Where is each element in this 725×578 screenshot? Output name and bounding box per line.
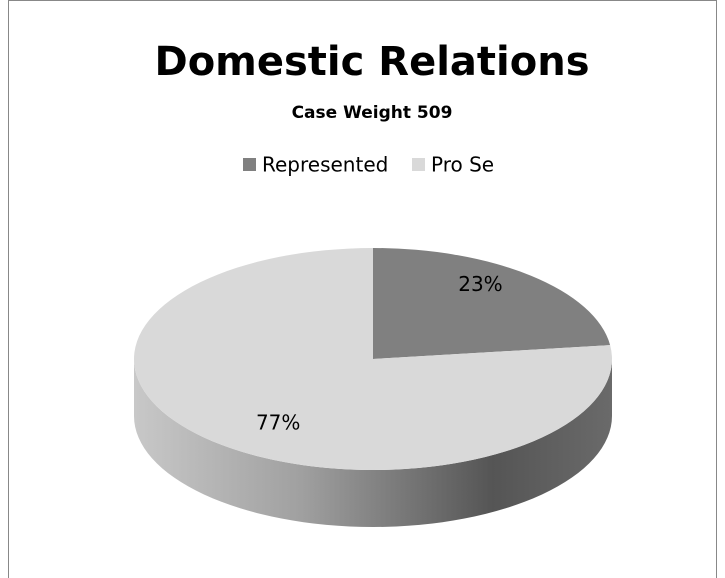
slice-side [134, 359, 612, 527]
pie-slice [373, 248, 611, 359]
legend-label: Represented [262, 153, 388, 177]
data-label: 23% [458, 272, 502, 296]
legend-swatch [243, 158, 256, 171]
legend-swatch [412, 158, 425, 171]
data-label: 77% [256, 410, 300, 434]
chart-subtitle: Case Weight 509 [292, 103, 453, 123]
legend-label: Pro Se [431, 153, 494, 177]
chart-title: Domestic Relations [155, 39, 590, 85]
pie-slice [134, 248, 612, 470]
